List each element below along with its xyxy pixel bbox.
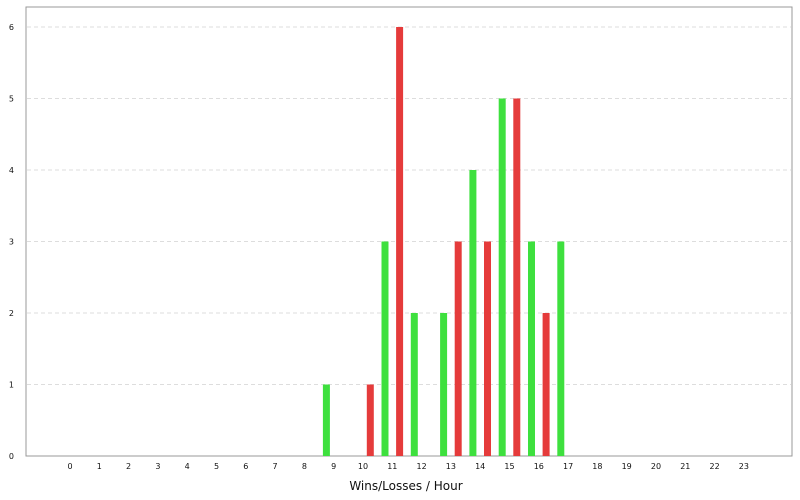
y-tick-label: 1 [9, 381, 14, 390]
plot-border [25, 6, 793, 457]
bar-red-hour-16 [542, 313, 550, 456]
gridlines [27, 26, 791, 385]
x-tick-label: 2 [126, 462, 131, 471]
x-tick-label: 14 [475, 462, 485, 471]
y-axis-ticks: 0 1 2 3 4 5 6 [9, 23, 14, 461]
y-tick-label: 6 [9, 23, 14, 32]
x-tick-label: 21 [680, 462, 690, 471]
x-tick-label: 9 [331, 462, 336, 471]
bar-green-hour-17 [557, 241, 565, 456]
x-tick-label: 5 [214, 462, 219, 471]
x-tick-label: 10 [358, 462, 368, 471]
y-tick-label: 4 [9, 166, 14, 175]
bar-green-hour-14 [469, 170, 477, 456]
x-axis-ticks: 0 1 2 3 4 5 6 7 8 9 10 11 12 13 14 15 16 17 18 19 20 21 22 23 [67, 462, 749, 471]
x-tick-label: 3 [155, 462, 160, 471]
x-axis-title: Wins/Losses / Hour [349, 479, 462, 493]
x-tick-label: 15 [504, 462, 514, 471]
x-tick-label: 11 [387, 462, 397, 471]
x-tick-label: 1 [97, 462, 102, 471]
x-tick-label: 8 [302, 462, 307, 471]
x-tick-label: 20 [651, 462, 661, 471]
x-tick-label: 12 [417, 462, 427, 471]
y-tick-label: 2 [9, 309, 14, 318]
bar-green-hour-15 [498, 98, 506, 456]
bar-red-hour-13 [454, 241, 462, 456]
bar-green-hour-12 [410, 313, 418, 456]
x-tick-label: 4 [185, 462, 190, 471]
bar-green-hour-9 [322, 384, 330, 456]
bar-green-hour-11 [381, 241, 389, 456]
x-tick-label: 6 [243, 462, 248, 471]
x-tick-label: 16 [534, 462, 544, 471]
bars [322, 27, 565, 456]
x-tick-label: 18 [592, 462, 602, 471]
x-tick-label: 22 [710, 462, 720, 471]
x-tick-label: 19 [622, 462, 632, 471]
bar-red-hour-15 [513, 98, 521, 456]
x-tick-label: 7 [273, 462, 278, 471]
bar-green-hour-13 [440, 313, 448, 456]
x-tick-label: 13 [446, 462, 456, 471]
x-tick-label: 23 [739, 462, 749, 471]
bar-red-hour-10 [366, 384, 374, 456]
y-tick-label: 5 [9, 95, 14, 104]
bar-green-hour-16 [528, 241, 535, 456]
bar-red-hour-11 [396, 27, 404, 456]
bar-red-hour-14 [484, 241, 491, 456]
y-tick-label: 0 [9, 452, 14, 461]
x-tick-label: 0 [67, 462, 72, 471]
x-tick-label: 17 [563, 462, 573, 471]
y-tick-label: 3 [9, 238, 14, 247]
